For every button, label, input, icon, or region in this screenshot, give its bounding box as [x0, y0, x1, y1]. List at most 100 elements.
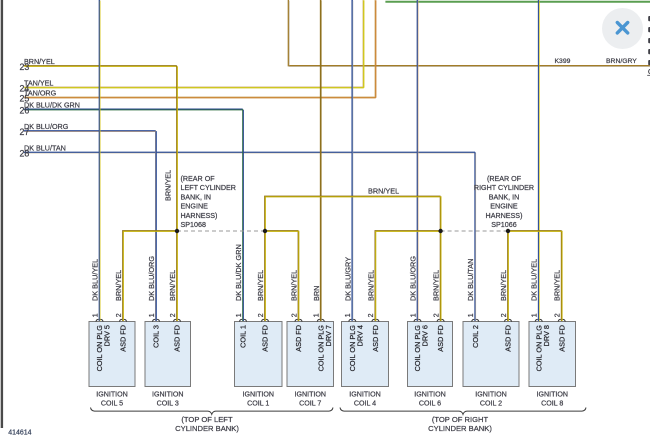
svg-text:DK BLU/YEL: DK BLU/YEL: [530, 259, 539, 301]
svg-text:BRN/YEL: BRN/YEL: [168, 270, 177, 301]
svg-text:DK BLU/ORG: DK BLU/ORG: [147, 256, 156, 301]
svg-text:COIL ON PLG: COIL ON PLG: [413, 325, 422, 372]
svg-text:DK BLU/DK GRN: DK BLU/DK GRN: [24, 100, 80, 109]
svg-text:DK BLU/ORG: DK BLU/ORG: [409, 256, 418, 301]
svg-text:BRN/YEL: BRN/YEL: [114, 270, 123, 301]
svg-text:COIL ON PLG: COIL ON PLG: [95, 325, 104, 372]
svg-text:DRV 5: DRV 5: [103, 325, 112, 346]
svg-text:COIL 4: COIL 4: [354, 399, 376, 407]
svg-text:BRN/YEL: BRN/YEL: [164, 170, 173, 201]
svg-text:26: 26: [20, 105, 30, 115]
svg-text:ASD FD: ASD FD: [504, 325, 513, 352]
svg-text:DRV 8: DRV 8: [542, 325, 551, 346]
svg-text:Q: Q: [648, 69, 650, 76]
svg-text:BRN/YEL: BRN/YEL: [432, 270, 441, 301]
svg-text:DRV 4: DRV 4: [356, 325, 365, 346]
svg-text:COIL 6: COIL 6: [419, 399, 441, 407]
svg-text:BRN/YEL: BRN/YEL: [499, 270, 508, 301]
svg-text:2: 2: [170, 313, 177, 317]
svg-text:DK BLU/TAN: DK BLU/TAN: [466, 259, 475, 301]
svg-text:DRV 6: DRV 6: [421, 325, 430, 346]
svg-text:1: 1: [410, 313, 417, 317]
svg-text:2: 2: [501, 313, 508, 317]
svg-text:2: 2: [291, 313, 298, 317]
svg-text:ASD FD: ASD FD: [557, 325, 566, 352]
svg-text:SP1066: SP1066: [491, 221, 516, 229]
svg-text:COIL ON PLG: COIL ON PLG: [534, 325, 543, 372]
svg-text:BRN/YEL: BRN/YEL: [368, 187, 399, 196]
svg-text:COIL 2: COIL 2: [480, 399, 502, 407]
svg-text:2: 2: [116, 313, 123, 317]
svg-text:BRN/YEL: BRN/YEL: [366, 270, 375, 301]
svg-text:ASD FD: ASD FD: [371, 325, 380, 352]
svg-text:2: 2: [555, 313, 562, 317]
svg-text:RIGHT CYLINDER: RIGHT CYLINDER: [474, 184, 534, 192]
svg-text:COIL ON PLG: COIL ON PLG: [316, 325, 325, 372]
svg-text:TAN/ORG: TAN/ORG: [24, 88, 57, 97]
svg-text:ASD FD: ASD FD: [294, 325, 303, 352]
svg-text:24: 24: [20, 83, 30, 93]
svg-text:ASD FD: ASD FD: [173, 325, 182, 352]
svg-text:CYLINDER BANK): CYLINDER BANK): [428, 424, 492, 433]
svg-text:COIL 7: COIL 7: [299, 399, 321, 407]
svg-text:(REAR OF: (REAR OF: [181, 175, 216, 183]
svg-text:BRN/YEL: BRN/YEL: [290, 270, 299, 301]
svg-text:DK BLU/TAN: DK BLU/TAN: [24, 143, 66, 152]
svg-text:CYLINDER BANK): CYLINDER BANK): [175, 424, 239, 433]
svg-text:ASD FD: ASD FD: [436, 325, 445, 352]
svg-text:IGNITION: IGNITION: [152, 390, 184, 398]
svg-text:ENGINE: ENGINE: [181, 203, 209, 211]
svg-text:DRV 7: DRV 7: [324, 325, 333, 346]
svg-text:BRN/GRY: BRN/GRY: [606, 58, 637, 65]
svg-text:DK BLU/GRY: DK BLU/GRY: [343, 257, 352, 301]
svg-text:LEFT CYLINDER: LEFT CYLINDER: [181, 184, 236, 192]
svg-text:HARNESS): HARNESS): [181, 212, 218, 220]
svg-text:2: 2: [433, 313, 440, 317]
svg-text:(REAR OF: (REAR OF: [487, 175, 522, 183]
svg-text:1: 1: [468, 313, 475, 317]
svg-text:1: 1: [314, 313, 321, 317]
svg-text:BANK, IN: BANK, IN: [489, 193, 520, 201]
svg-text:COIL 1: COIL 1: [239, 325, 248, 348]
svg-text:K399: K399: [555, 58, 571, 65]
svg-text:414614: 414614: [8, 430, 31, 436]
svg-text:2: 2: [258, 313, 265, 317]
svg-text:(TOP OF LEFT: (TOP OF LEFT: [181, 415, 233, 424]
svg-text:1: 1: [532, 313, 539, 317]
svg-text:BRN/YEL: BRN/YEL: [256, 270, 265, 301]
svg-text:COIL 3: COIL 3: [152, 325, 161, 348]
svg-text:IGNITION: IGNITION: [475, 390, 507, 398]
svg-text:BRN/YEL: BRN/YEL: [553, 270, 562, 301]
svg-text:SP1068: SP1068: [181, 221, 206, 229]
svg-text:1: 1: [149, 313, 156, 317]
svg-text:BRN: BRN: [312, 286, 321, 301]
svg-text:ASD FD: ASD FD: [261, 325, 270, 352]
svg-text:25: 25: [20, 93, 30, 103]
svg-text:ENGINE: ENGINE: [490, 203, 518, 211]
svg-text:DK BLU/DK GRN: DK BLU/DK GRN: [234, 244, 243, 301]
svg-text:IGNITION: IGNITION: [536, 390, 568, 398]
svg-text:COIL 1: COIL 1: [247, 399, 269, 407]
svg-text:1: 1: [92, 313, 99, 317]
svg-text:28: 28: [20, 148, 30, 158]
svg-text:1: 1: [345, 313, 352, 317]
svg-text:BANK, IN: BANK, IN: [181, 193, 212, 201]
svg-text:DK BLU/YEL: DK BLU/YEL: [91, 259, 100, 301]
svg-text:BRN/YEL: BRN/YEL: [24, 57, 55, 66]
svg-text:COIL 5: COIL 5: [101, 399, 123, 407]
svg-text:IGNITION: IGNITION: [414, 390, 446, 398]
svg-text:TAN/YEL: TAN/YEL: [24, 78, 53, 87]
svg-text:COIL 2: COIL 2: [471, 325, 480, 348]
svg-text:HARNESS): HARNESS): [486, 212, 523, 220]
svg-text:23: 23: [20, 62, 30, 72]
svg-text:DK BLU/ORG: DK BLU/ORG: [24, 122, 69, 131]
svg-text:IGNITION: IGNITION: [96, 390, 128, 398]
svg-text:2: 2: [368, 313, 375, 317]
svg-text:ASD FD: ASD FD: [119, 325, 128, 352]
svg-text:1: 1: [236, 313, 243, 317]
svg-text:COIL ON PLG: COIL ON PLG: [348, 325, 357, 372]
svg-text:COIL 3: COIL 3: [157, 399, 179, 407]
svg-text:(TOP OF RIGHT: (TOP OF RIGHT: [432, 415, 489, 424]
svg-text:COIL 8: COIL 8: [541, 399, 563, 407]
svg-text:IGNITION: IGNITION: [294, 390, 326, 398]
